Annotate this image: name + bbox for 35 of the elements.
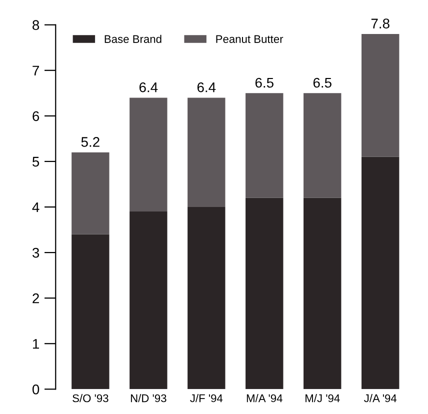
- bar: [130, 98, 168, 212]
- total-label: 7.8: [371, 18, 390, 28]
- y-tick-label: 5: [32, 156, 40, 167]
- bar: [362, 156, 400, 390]
- y-tick-label: 3: [32, 248, 40, 258]
- bar: [304, 198, 342, 390]
- legend-label: Peanut Butter: [216, 35, 284, 43]
- y-tick-label: 4: [32, 202, 40, 212]
- x-tick-label: S/O '93: [72, 394, 108, 402]
- y-tick-label: 1: [33, 339, 39, 349]
- x-tick-label: M/J '94: [306, 394, 340, 402]
- total-label: 6.4: [139, 82, 158, 92]
- bar: [188, 98, 226, 207]
- y-tick-label: 7: [32, 66, 39, 76]
- total-label: 6.4: [197, 82, 216, 92]
- total-label: 6.5: [255, 78, 274, 88]
- y-tick-label: 8: [32, 20, 40, 30]
- y-tick-label: 0: [32, 384, 40, 394]
- x-tick-label: J/F '94: [190, 394, 223, 402]
- y-tick-label: 6: [32, 111, 40, 122]
- x-tick-label: N/D '93: [130, 394, 166, 402]
- bar: [304, 93, 342, 198]
- bar: [130, 212, 168, 390]
- bar: [72, 234, 110, 390]
- bar: [188, 207, 226, 390]
- total-label: 5.2: [81, 137, 100, 147]
- x-tick-label: J/A '94: [364, 394, 397, 402]
- bar: [362, 34, 400, 157]
- y-tick-label: 2: [32, 293, 39, 304]
- total-label: 6.5: [313, 78, 332, 88]
- bar: [246, 93, 284, 198]
- x-tick-label: M/A '94: [246, 394, 282, 402]
- bar: [246, 198, 284, 390]
- legend-label: Base Brand: [104, 34, 162, 43]
- bar: [72, 152, 110, 234]
